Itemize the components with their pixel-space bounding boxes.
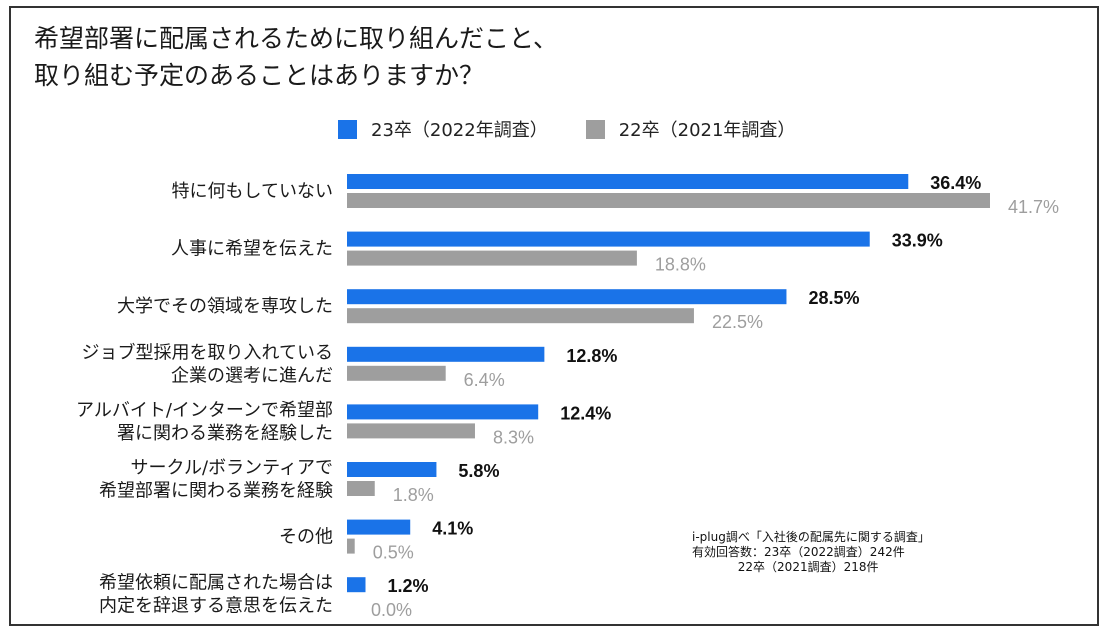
data-label-22: 22.5% — [712, 312, 763, 332]
bar-22 — [347, 193, 990, 208]
category-label: 特に何もしていない — [172, 181, 333, 202]
data-label-22: 6.4% — [464, 370, 505, 390]
chart-title-line-1: 希望部署に配属されるために取り組んだこと、 — [34, 24, 559, 53]
bar-23 — [347, 519, 411, 535]
legend-label-22: 22卒（2021年調査） — [618, 120, 796, 141]
data-label-22: 41.7% — [1008, 197, 1059, 217]
category-label: その他 — [279, 527, 333, 548]
category-label: 内定を辞退する意思を伝えた — [99, 596, 333, 617]
data-label-22: 18.8% — [655, 255, 706, 275]
data-label-22: 0.0% — [371, 600, 412, 620]
data-label-23: 28.5% — [808, 288, 859, 308]
data-label-22: 8.3% — [493, 427, 534, 447]
chart-legend: 23卒（2022年調査） 22卒（2021年調査） — [338, 116, 833, 142]
legend-item-23: 23卒（2022年調査） — [338, 116, 548, 142]
legend-item-22: 22卒（2021年調査） — [585, 116, 796, 142]
bar-22 — [347, 423, 475, 439]
legend-swatch-22 — [585, 119, 605, 139]
data-label-22: 0.5% — [373, 543, 414, 563]
bar-23 — [347, 231, 870, 247]
legend-label-23: 23卒（2022年調査） — [371, 120, 548, 141]
source-line-3: 22卒（2021調査）218件 — [692, 560, 879, 574]
bar-23 — [347, 577, 366, 593]
legend-swatch-23 — [338, 119, 357, 139]
bar-23 — [347, 174, 909, 189]
data-label-23: 36.4% — [930, 173, 981, 193]
bar-23 — [347, 404, 539, 420]
category-label: サークル/ボランティアで — [131, 458, 333, 479]
data-label-22: 1.8% — [393, 485, 434, 505]
bar-23 — [347, 289, 787, 305]
source-line-2: 有効回答数：23卒（2022調査）242件 — [692, 545, 905, 559]
data-label-23: 1.2% — [388, 576, 429, 596]
bar-22 — [347, 365, 446, 381]
data-label-23: 12.8% — [566, 346, 617, 366]
bar-22 — [347, 481, 375, 496]
data-label-23: 12.4% — [560, 403, 611, 423]
category-label: 希望部署に関わる業務を経験 — [99, 481, 333, 502]
category-label: ジョブ型採用を取り入れている — [82, 341, 333, 363]
data-label-23: 33.9% — [892, 231, 943, 251]
category-label: 企業の選考に進んだ — [171, 365, 333, 386]
source-line-1: i-plug調べ「入社後の配属先に関する調査」 — [692, 530, 930, 544]
category-label: アルバイト/インターンで希望部 — [76, 400, 333, 421]
bar-23 — [347, 462, 437, 477]
bar-23 — [347, 346, 545, 362]
bar-22 — [347, 538, 355, 554]
category-label: 署に関わる業務を経験した — [117, 423, 333, 444]
data-label-23: 5.8% — [458, 461, 499, 481]
source-note: i-plug調べ「入社後の配属先に関する調査」 有効回答数：23卒（2022調査… — [692, 530, 930, 575]
data-label-23: 4.1% — [432, 519, 473, 539]
category-label: 人事に希望を伝えた — [171, 239, 333, 260]
chart-title: 希望部署に配属されるために取り組んだこと、 取り組む予定のあることはありますか？ — [34, 20, 558, 94]
bar-22 — [347, 308, 694, 324]
bar-22 — [347, 250, 637, 266]
category-label: 大学でその領域を専攻した — [117, 296, 333, 317]
category-label: 希望依頼に配属された場合は — [99, 573, 333, 594]
chart-title-line-2: 取り組む予定のあることはありますか？ — [34, 61, 485, 90]
